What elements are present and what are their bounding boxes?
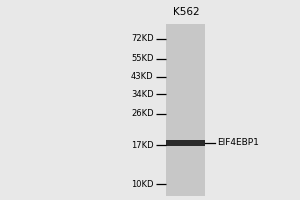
Text: 17KD: 17KD xyxy=(131,141,154,150)
Text: 34KD: 34KD xyxy=(131,90,154,99)
Bar xyxy=(167,140,206,146)
Text: 55KD: 55KD xyxy=(131,54,154,63)
Text: EIF4EBP1: EIF4EBP1 xyxy=(218,138,260,147)
Text: K562: K562 xyxy=(173,7,199,17)
Text: 26KD: 26KD xyxy=(131,109,154,118)
Bar xyxy=(167,24,206,196)
Text: 10KD: 10KD xyxy=(131,180,154,189)
Text: 43KD: 43KD xyxy=(131,72,154,81)
Text: 72KD: 72KD xyxy=(131,34,154,43)
